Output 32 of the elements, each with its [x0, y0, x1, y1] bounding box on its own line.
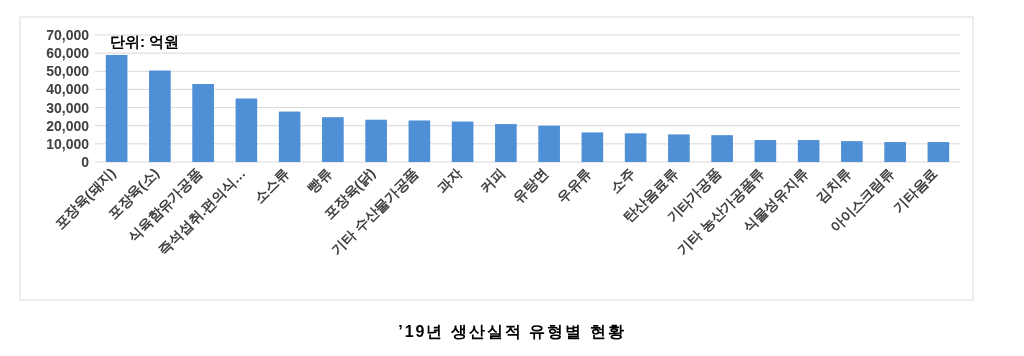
- bar: [668, 134, 690, 162]
- bar: [927, 142, 950, 162]
- y-tick-label: 40,000: [46, 81, 90, 98]
- x-tick-label: 커피: [476, 164, 508, 196]
- bar: [408, 120, 431, 162]
- y-tick-label: 50,000: [46, 63, 90, 80]
- bar: [278, 111, 301, 162]
- y-tick-label: 20,000: [46, 117, 90, 134]
- y-tick-label: 60,000: [46, 45, 90, 62]
- bar: [711, 135, 733, 162]
- bar: [149, 70, 171, 162]
- bar: [884, 142, 906, 162]
- bar: [841, 141, 863, 162]
- y-tick-label: 0: [81, 154, 90, 170]
- y-tick-label: 10,000: [46, 135, 90, 152]
- y-tick-label: 70,000: [46, 27, 90, 43]
- bar: [235, 98, 258, 162]
- bar: [105, 54, 128, 162]
- x-tick-label: 과자: [433, 164, 465, 196]
- bar: [754, 140, 777, 162]
- text: ’19년 생산실적 유형별 현황: [398, 323, 626, 340]
- bar: [495, 124, 517, 162]
- bar: [451, 121, 474, 162]
- annotation: 단위: 억원: [110, 33, 180, 50]
- bar: [538, 125, 560, 162]
- bar: [322, 117, 344, 162]
- bar: [192, 83, 214, 162]
- y-tick-label: 30,000: [46, 99, 90, 116]
- bar: [365, 119, 387, 162]
- bar: [581, 132, 604, 162]
- bar: [797, 140, 820, 162]
- bar: [624, 133, 647, 162]
